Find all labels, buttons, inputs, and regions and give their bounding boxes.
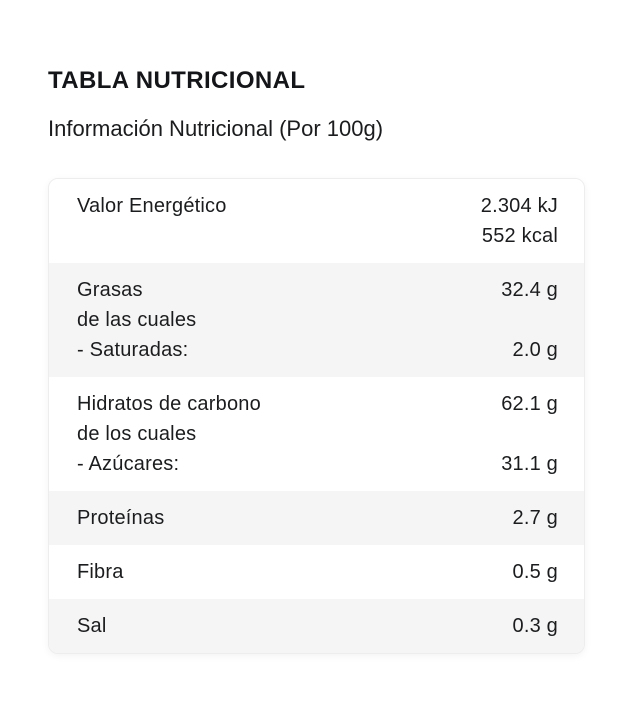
nutrient-value: 0.5 g [512, 561, 558, 583]
nutrient-label: de las cuales [77, 309, 197, 331]
nutrition-page: TABLA NUTRICIONAL Información Nutriciona… [48, 67, 585, 654]
table-line: Grasas 32.4 g [77, 275, 558, 305]
table-line: Hidratos de carbono 62.1 g [77, 389, 558, 419]
nutrient-label: Sal [77, 615, 107, 637]
nutrient-value: 31.1 g [501, 453, 558, 475]
nutrient-value: 2.0 g [512, 339, 558, 361]
table-row-salt: Sal 0.3 g [49, 599, 584, 653]
table-line: de los cuales [77, 419, 558, 449]
nutrient-label: Hidratos de carbono [77, 393, 261, 415]
page-subtitle: Información Nutricional (Por 100g) [48, 116, 384, 141]
nutrient-value: 0.3 g [512, 615, 558, 637]
nutrient-label: Valor Energético [77, 195, 227, 217]
nutrient-value: 552 kcal [481, 225, 558, 247]
nutrient-label: Fibra [77, 561, 124, 583]
nutrient-label: de los cuales [77, 423, 197, 445]
nutrient-value: 32.4 g [501, 279, 558, 301]
table-line: - Azúcares: 31.1 g [77, 449, 558, 479]
table-row-energy: Valor Energético 2.304 kJ 552 kcal [49, 179, 584, 263]
table-line: de las cuales [77, 305, 558, 335]
table-line: 552 kcal [77, 221, 558, 251]
table-row-protein: Proteínas 2.7 g [49, 491, 584, 545]
nutrition-table: Valor Energético 2.304 kJ 552 kcal Grasa… [48, 178, 585, 654]
table-line: Proteínas 2.7 g [77, 503, 558, 533]
nutrient-label: Grasas [77, 279, 143, 301]
nutrient-value: 2.304 kJ [480, 195, 558, 217]
table-line: Sal 0.3 g [77, 611, 558, 641]
nutrient-label: Proteínas [77, 507, 165, 529]
table-row-carbs: Hidratos de carbono 62.1 g de los cuales… [49, 377, 584, 491]
table-row-fiber: Fibra 0.5 g [49, 545, 584, 599]
table-row-fats: Grasas 32.4 g de las cuales - Saturadas:… [49, 263, 584, 377]
table-line: Valor Energético 2.304 kJ [77, 191, 558, 221]
nutrient-value: 2.7 g [512, 507, 558, 529]
page-title: TABLA NUTRICIONAL [48, 67, 306, 94]
nutrient-value: 62.1 g [501, 393, 558, 415]
nutrient-label: - Saturadas: [77, 339, 189, 361]
table-line: - Saturadas: 2.0 g [77, 335, 558, 365]
table-line: Fibra 0.5 g [77, 557, 558, 587]
nutrient-label: - Azúcares: [77, 453, 180, 475]
